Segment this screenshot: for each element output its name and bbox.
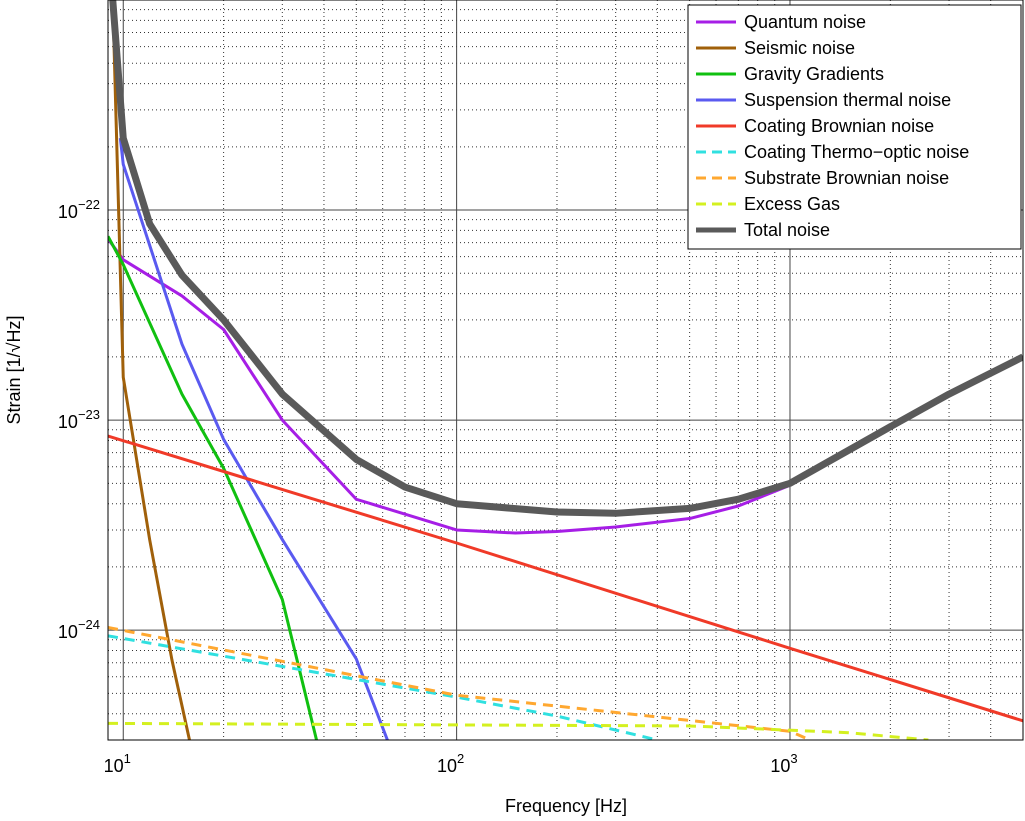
legend-box — [687, 4, 1022, 250]
legend-label: Seismic noise — [744, 38, 855, 58]
y-tick-label: 10−24 — [58, 617, 100, 642]
legend-label: Coating Brownian noise — [744, 116, 934, 136]
series-line — [109, 0, 1023, 517]
series-line — [108, 634, 658, 740]
x-tick-label: 103 — [770, 751, 797, 776]
plot-frame — [107, 0, 1024, 741]
x-tick-label: 101 — [104, 751, 131, 776]
legend-label: Total noise — [744, 220, 830, 240]
series-line — [118, 137, 389, 740]
series-line — [108, 625, 811, 740]
y-tick-label: 10−22 — [58, 197, 100, 222]
series-lines — [108, 0, 1023, 740]
legend-label: Suspension thermal noise — [744, 90, 951, 110]
legend-label: Coating Thermo−optic noise — [744, 142, 969, 162]
x-tick-label: 102 — [437, 751, 464, 776]
legend-label: Quantum noise — [744, 12, 866, 32]
legend: Quantum noise Seismic noise Gravity Gradie… — [687, 4, 1022, 250]
series-line — [108, 235, 318, 740]
y-axis-label: Strain [1/√Hz] — [4, 316, 24, 425]
legend-label: Gravity Gradients — [744, 64, 884, 84]
series-line — [108, 434, 1023, 723]
legend-label: Substrate Brownian noise — [744, 168, 949, 188]
x-axis-label: Frequency [Hz] — [505, 796, 627, 816]
ticks: 101 102 103 10−24 10−23 10−22 — [58, 197, 798, 776]
legend-label: Excess Gas — [744, 194, 840, 214]
y-tick-label: 10−23 — [58, 407, 100, 432]
series-line — [108, 721, 929, 740]
series-line — [111, 0, 191, 740]
